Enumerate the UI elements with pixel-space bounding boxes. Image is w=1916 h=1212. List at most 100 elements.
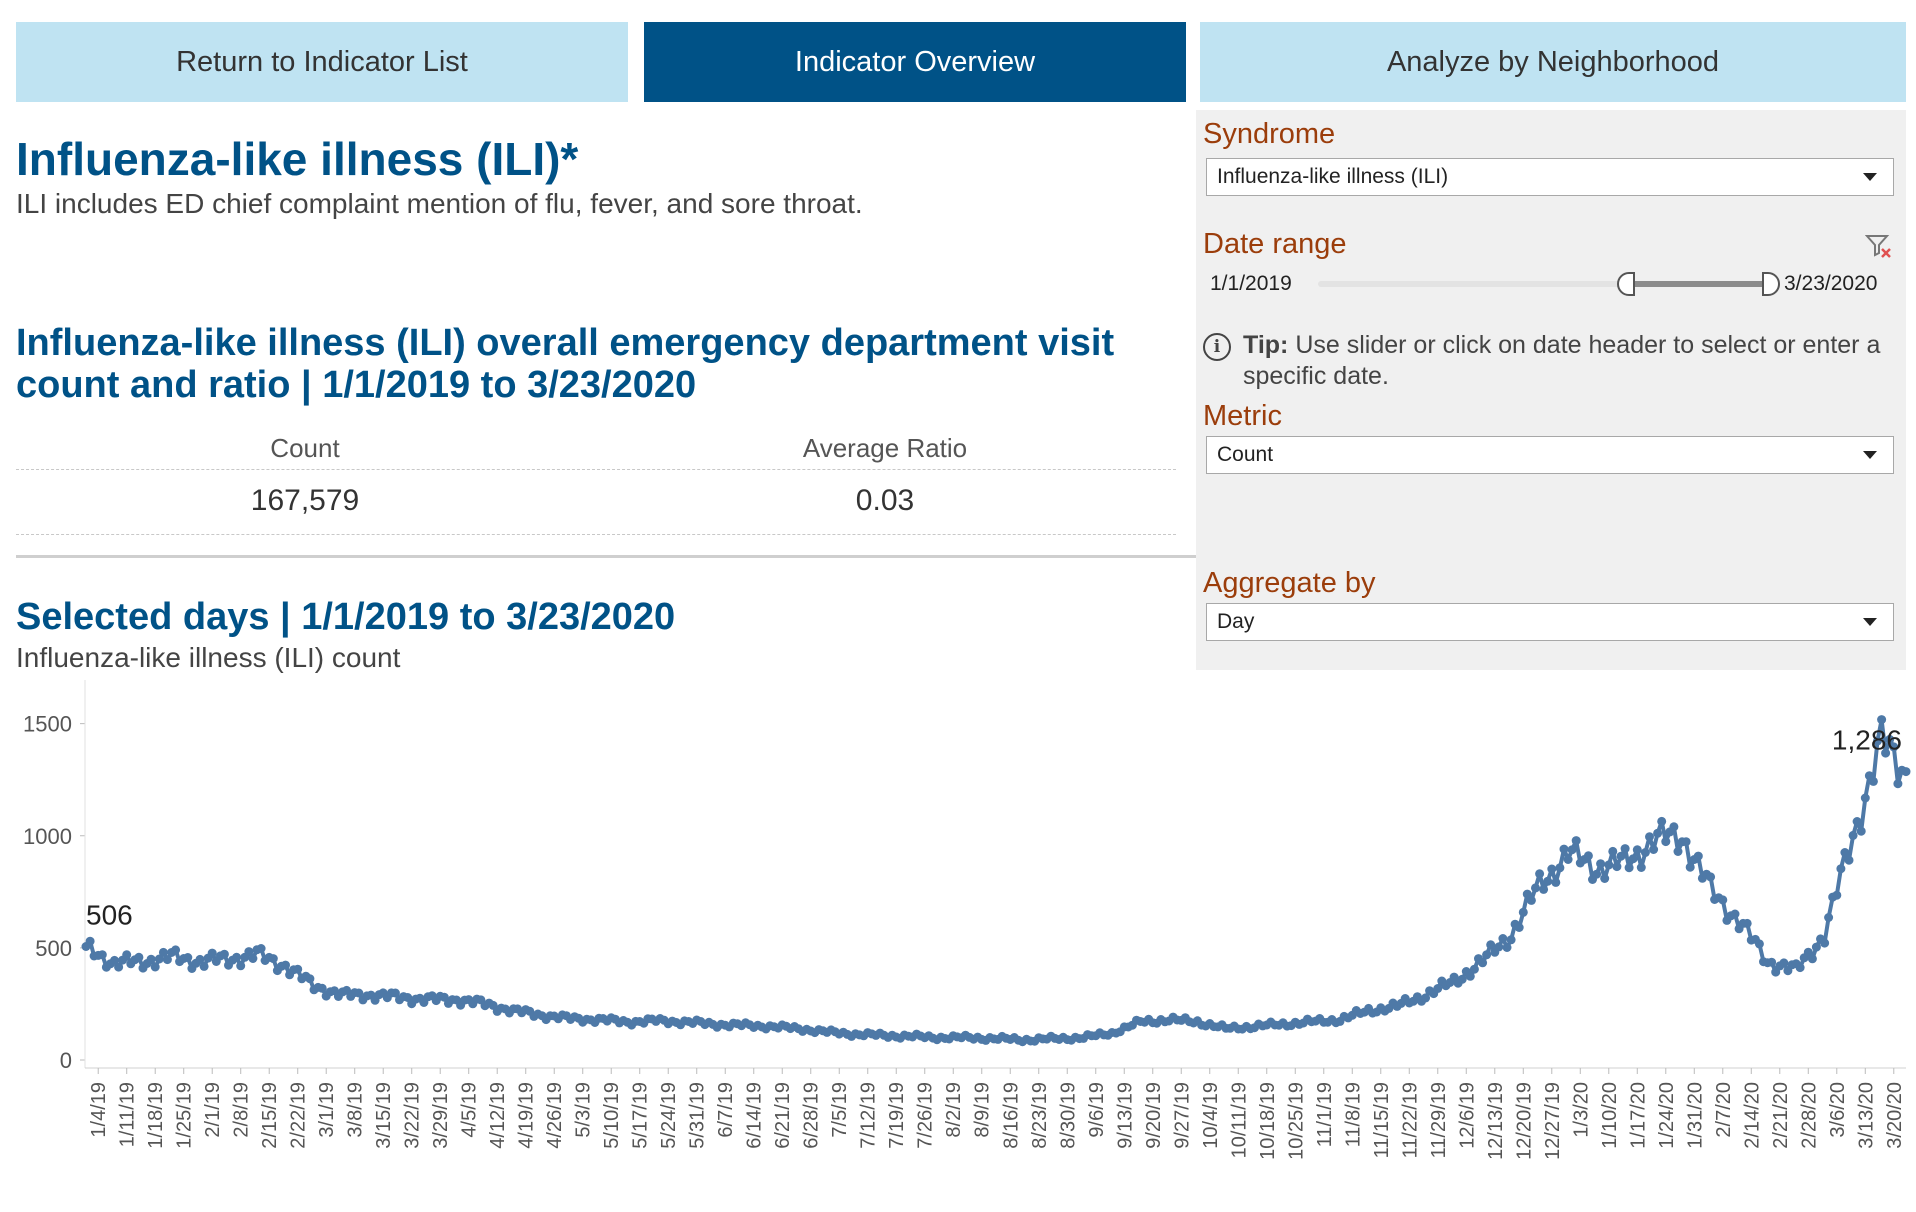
x-tick-label: 4/19/19 [516, 1082, 538, 1149]
data-point [219, 949, 229, 959]
metric-dropdown[interactable]: Count [1206, 436, 1894, 474]
data-point [1661, 837, 1671, 847]
data-point [1632, 845, 1642, 855]
date-range-slider-track[interactable] [1318, 281, 1763, 287]
data-point [1885, 734, 1895, 744]
x-tick-label: 11/15/19 [1371, 1082, 1393, 1158]
x-tick-label: 12/20/19 [1513, 1082, 1535, 1160]
x-tick-label: 5/31/19 [687, 1082, 709, 1149]
data-point [154, 954, 164, 964]
data-point [305, 974, 315, 984]
data-point [1563, 855, 1573, 864]
x-tick-label: 7/12/19 [858, 1082, 880, 1149]
data-point [244, 947, 254, 957]
x-tick-label: 5/17/19 [630, 1082, 652, 1149]
x-tick-label: 2/21/20 [1770, 1082, 1792, 1149]
data-point [122, 950, 132, 960]
data-point [171, 945, 181, 955]
count-label: Count [270, 433, 340, 463]
data-point [158, 947, 168, 957]
return-to-indicator-list-button[interactable]: Return to Indicator List [16, 22, 628, 102]
syndrome-dropdown[interactable]: Influenza-like illness (ILI) [1206, 158, 1894, 196]
syndrome-label: Syndrome [1203, 118, 1336, 150]
data-point [1600, 874, 1610, 883]
data-point [354, 988, 364, 998]
x-tick-label: 1/24/20 [1656, 1082, 1678, 1149]
x-tick-label: 12/13/19 [1485, 1082, 1507, 1160]
x-tick-label: 2/8/19 [231, 1082, 253, 1138]
data-point [1742, 918, 1752, 928]
x-tick-label: 11/22/19 [1399, 1082, 1421, 1158]
x-tick-label: 2/15/19 [259, 1082, 281, 1149]
chevron-down-icon [1863, 173, 1877, 181]
data-point [1620, 844, 1630, 854]
data-point [1653, 828, 1663, 838]
x-tick-label: 5/24/19 [658, 1082, 680, 1149]
x-tick-label: 1/18/19 [145, 1082, 167, 1149]
x-tick-label: 5/3/19 [573, 1082, 595, 1138]
indicator-overview-button[interactable]: Indicator Overview [644, 22, 1186, 102]
line-chart[interactable]: 0 500 1000 1500 1/4/19 1/11/19 1/18/19 1/25/19 2… [0, 680, 1916, 1200]
aggregate-by-dropdown[interactable]: Day [1206, 603, 1894, 641]
data-point [1868, 776, 1878, 786]
data-point [1820, 938, 1830, 948]
x-tick-label: 11/29/19 [1428, 1082, 1450, 1158]
data-point [1685, 862, 1695, 872]
data-point [1795, 963, 1805, 973]
data-point [1807, 954, 1817, 964]
data-point [1718, 895, 1728, 905]
data-point [1693, 851, 1703, 861]
x-tick-label: 9/13/19 [1114, 1082, 1136, 1149]
data-point [256, 944, 266, 953]
info-icon: i [1203, 333, 1231, 361]
data-point [1494, 942, 1504, 952]
analyze-by-neighborhood-button[interactable]: Analyze by Neighborhood [1200, 22, 1906, 102]
data-label: 506 [86, 900, 133, 931]
data-point [1457, 974, 1467, 984]
data-point [1535, 869, 1545, 879]
data-point [85, 936, 95, 946]
data-point [97, 950, 107, 960]
data-point [1779, 958, 1789, 968]
data-point [1486, 940, 1496, 950]
data-point [150, 962, 160, 972]
summary-divider-bottom [16, 534, 1176, 535]
clear-filter-icon[interactable] [1865, 233, 1893, 259]
x-tick-label: 2/28/20 [1798, 1082, 1820, 1149]
data-point [1681, 837, 1691, 847]
data-point [1531, 883, 1540, 893]
data-point [1571, 836, 1581, 846]
x-tick-label: 1/31/20 [1684, 1082, 1706, 1149]
tip-bold: Tip: [1243, 331, 1289, 359]
x-tick-label: 1/25/19 [174, 1082, 196, 1149]
x-tick-label: 4/12/19 [487, 1082, 509, 1149]
data-point [232, 952, 242, 962]
data-point [134, 952, 144, 962]
slider-start-handle[interactable] [1617, 272, 1635, 296]
average-ratio-value: 0.03 [855, 484, 915, 517]
data-point [1706, 872, 1716, 882]
x-tick-label: 1/4/19 [88, 1082, 110, 1138]
data-point [1555, 863, 1565, 873]
data-point [1836, 864, 1846, 874]
data-point [1852, 817, 1862, 826]
x-tick-label: 4/5/19 [459, 1082, 481, 1138]
data-point [1754, 939, 1764, 949]
data-point [1889, 742, 1899, 752]
data-point [1628, 854, 1638, 864]
data-label: 1,286 [1832, 725, 1902, 756]
date-range-end[interactable]: 3/23/2020 [1784, 272, 1878, 295]
data-point [114, 962, 124, 972]
data-point [1767, 957, 1777, 967]
count-value: 167,579 [250, 484, 360, 517]
x-tick-label: 9/6/19 [1086, 1082, 1108, 1138]
chart-subtitle: Influenza-like illness (ILI) count [16, 642, 401, 673]
x-tick-label: 6/21/19 [772, 1082, 794, 1149]
summary-divider-top [16, 469, 1176, 470]
date-range-start[interactable]: 1/1/2019 [1210, 272, 1292, 295]
data-point [183, 953, 193, 962]
metric-label: Metric [1203, 400, 1282, 432]
slider-end-handle[interactable] [1762, 272, 1780, 296]
x-tick-label: 9/27/19 [1171, 1082, 1193, 1149]
data-point [1657, 816, 1667, 826]
